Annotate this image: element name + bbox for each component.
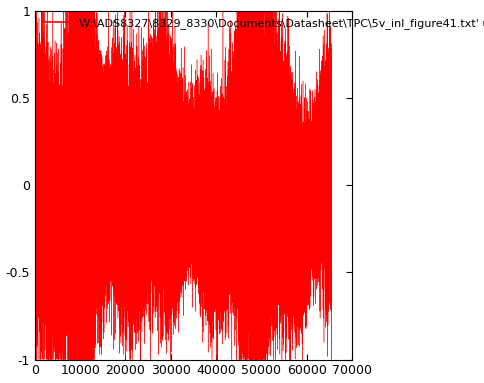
Legend: 'W:\ADS8327\8329_8330\Documents\Datasheet\TPC\5v_inl_figure41.txt' using 1:2: 'W:\ADS8327\8329_8330\Documents\Datashee… [38, 14, 484, 34]
